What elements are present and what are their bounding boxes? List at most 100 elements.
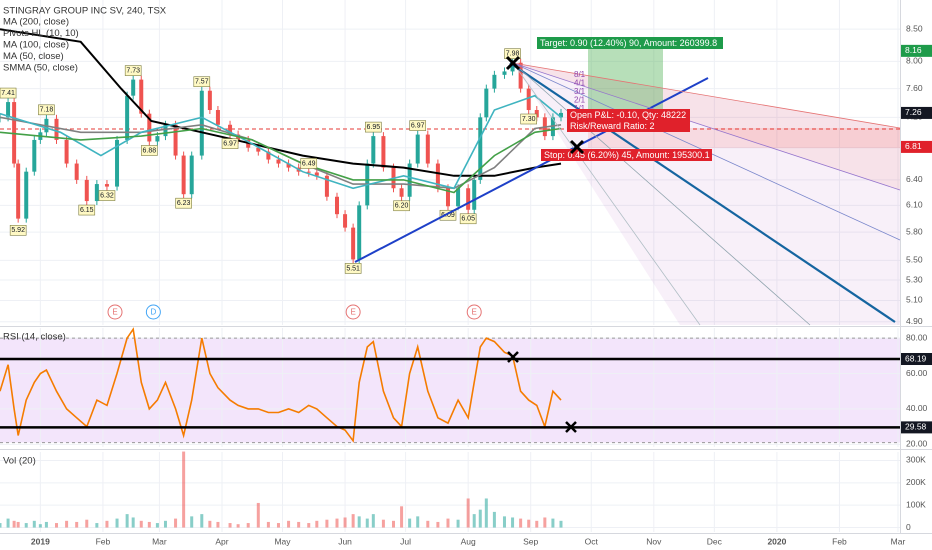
candle <box>407 163 412 197</box>
candle <box>351 227 356 260</box>
volume-bar <box>216 521 220 528</box>
x-tick-label: Sep <box>523 536 538 546</box>
candle <box>147 113 152 142</box>
candle <box>228 124 233 135</box>
candle <box>207 90 212 111</box>
x-tick-label: Oct <box>585 536 599 546</box>
candle <box>478 117 483 180</box>
volume-bar <box>85 519 89 528</box>
volume-bar <box>105 520 109 528</box>
candle <box>371 136 376 164</box>
volume-bar <box>246 523 250 528</box>
pivot-label: 6.05 <box>461 216 475 223</box>
event-label: E <box>472 308 477 317</box>
candle <box>518 62 523 89</box>
volume-bar <box>16 521 20 528</box>
price-label-box <box>901 140 932 153</box>
event-marker <box>145 304 161 320</box>
volume-bar <box>543 517 547 528</box>
pivot-marker <box>38 104 55 116</box>
price-label: 7.26 <box>905 107 922 117</box>
pivot-label: 6.97 <box>223 140 237 147</box>
y-tick-label: 80.00 <box>906 332 928 342</box>
price-label-box <box>901 44 932 57</box>
candle <box>334 196 339 215</box>
event-marker <box>466 304 482 320</box>
candle <box>492 74 497 89</box>
candle <box>502 71 507 75</box>
pivot-label: 5.92 <box>11 227 25 234</box>
volume-bar <box>408 518 412 528</box>
pivot-label: 6.88 <box>143 147 157 154</box>
fan-line <box>512 62 901 191</box>
fan-label: 2/1 <box>574 96 586 105</box>
order-label-box <box>567 109 690 121</box>
candle <box>6 102 11 118</box>
ma-line <box>0 127 562 194</box>
volume-bar <box>55 523 59 528</box>
x-marker <box>569 139 585 155</box>
pivot-marker <box>520 113 537 125</box>
candle <box>484 88 489 118</box>
fan-label: 8/1 <box>574 70 586 79</box>
candle <box>324 175 329 197</box>
volume-bar <box>266 521 270 528</box>
volume-bar <box>297 521 301 528</box>
candle <box>139 79 144 114</box>
pivot-marker <box>504 48 521 60</box>
order-label: Stop: 0.45 (6.20%) 45, Amount: 195300.1 <box>544 150 710 160</box>
candle <box>74 163 79 180</box>
pivot-label: 6.15 <box>80 207 94 214</box>
candle <box>526 88 531 111</box>
event-marker <box>107 304 123 320</box>
level-label-box <box>901 421 932 434</box>
order-label: Risk/Reward Ratio: 2 <box>570 121 655 131</box>
volume-bar <box>343 517 347 528</box>
candle <box>276 159 281 164</box>
candle <box>64 139 69 164</box>
volume-bar <box>456 519 460 528</box>
x-marker <box>507 351 519 363</box>
x-tick-label: Feb <box>832 536 847 546</box>
event-label: D <box>150 308 156 317</box>
x-tick-label: 2019 <box>31 536 50 546</box>
pivot-label: 6.49 <box>302 160 316 167</box>
pivot-label: 6.97 <box>411 122 425 129</box>
volume-bar <box>357 516 361 528</box>
candle <box>163 124 168 137</box>
x-tick-label: Feb <box>96 536 111 546</box>
pane-title: Vol (20) <box>3 456 36 467</box>
volume-bar <box>436 521 440 528</box>
volume-bar <box>466 498 470 528</box>
volume-bar <box>535 520 539 528</box>
pivot-label: 6.95 <box>367 124 381 131</box>
volume-bar <box>478 509 482 528</box>
volume-bar <box>446 518 450 528</box>
pivot-marker <box>221 138 239 149</box>
pivot-label: 6.20 <box>395 203 409 210</box>
volume-bar <box>365 518 369 528</box>
candle <box>181 155 186 195</box>
candle <box>510 62 515 72</box>
volume-bar <box>511 517 515 528</box>
candle <box>399 188 404 197</box>
x-tick-label: Aug <box>461 536 476 546</box>
y-tick-label: 5.50 <box>906 255 923 265</box>
volume-bar <box>95 523 99 528</box>
volume-bar <box>426 520 430 528</box>
volume-bar <box>236 524 240 528</box>
y-tick-label: 60.00 <box>906 368 928 378</box>
pane-title: RSI (14, close) <box>3 332 66 343</box>
volume-bar <box>371 514 375 528</box>
candle <box>466 188 471 210</box>
pivot-label: 7.98 <box>506 51 520 58</box>
volume-bar <box>416 516 420 528</box>
candle <box>357 205 362 260</box>
event-label: E <box>350 308 355 317</box>
volume-bar <box>163 520 167 528</box>
pivot-marker <box>78 204 96 216</box>
pivot-label: 6.32 <box>100 192 114 199</box>
rsi-band <box>0 338 900 443</box>
volume-bar <box>139 520 143 528</box>
